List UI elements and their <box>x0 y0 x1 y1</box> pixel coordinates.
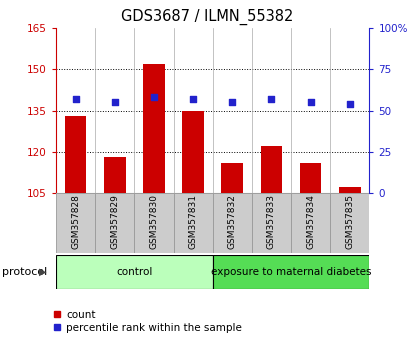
Text: exposure to maternal diabetes: exposure to maternal diabetes <box>211 267 371 277</box>
Bar <box>291 193 330 253</box>
Text: ▶: ▶ <box>39 267 46 277</box>
Point <box>307 99 314 105</box>
Text: GSM357833: GSM357833 <box>267 194 276 249</box>
Text: control: control <box>116 267 153 277</box>
Bar <box>56 255 213 289</box>
Text: GDS3687 / ILMN_55382: GDS3687 / ILMN_55382 <box>121 9 294 25</box>
Bar <box>65 116 86 193</box>
Text: GSM357829: GSM357829 <box>110 194 119 249</box>
Bar <box>143 64 165 193</box>
Point <box>151 95 157 100</box>
Bar <box>182 111 204 193</box>
Bar <box>222 163 243 193</box>
Point <box>229 99 236 105</box>
Point <box>190 96 196 102</box>
Point <box>268 96 275 102</box>
Point <box>72 96 79 102</box>
Bar <box>213 193 252 253</box>
Bar <box>339 188 361 193</box>
Text: GSM357834: GSM357834 <box>306 194 315 249</box>
Text: protocol: protocol <box>2 267 47 277</box>
Text: GSM357830: GSM357830 <box>149 194 159 249</box>
Bar <box>95 193 134 253</box>
Point <box>347 101 353 107</box>
Bar <box>252 193 291 253</box>
Point <box>112 99 118 105</box>
Bar <box>261 146 282 193</box>
Bar <box>56 193 95 253</box>
Bar <box>134 193 173 253</box>
Bar <box>213 255 369 289</box>
Legend: count, percentile rank within the sample: count, percentile rank within the sample <box>53 310 242 333</box>
Text: GSM357831: GSM357831 <box>188 194 198 249</box>
Text: GSM357832: GSM357832 <box>228 194 237 249</box>
Bar <box>173 193 213 253</box>
Text: GSM357828: GSM357828 <box>71 194 80 249</box>
Text: GSM357835: GSM357835 <box>345 194 354 249</box>
Bar <box>300 163 321 193</box>
Bar <box>330 193 369 253</box>
Bar <box>104 157 126 193</box>
